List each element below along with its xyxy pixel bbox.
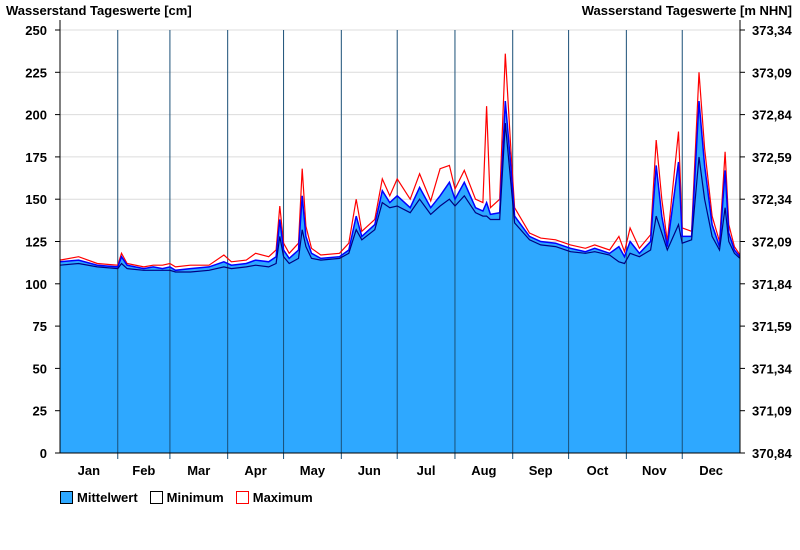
- legend-swatch-max: [235, 491, 249, 504]
- y-tick-label: 175: [25, 150, 47, 165]
- y2-tick-label: 371,34: [752, 361, 793, 376]
- legend-label: Minimum: [166, 490, 224, 505]
- y2-tick-label: 372,09: [752, 235, 792, 250]
- max-line: [59, 53, 741, 268]
- month-label: Sep: [529, 463, 553, 478]
- y2-tick-label: 373,09: [752, 65, 792, 80]
- y2-tick-label: 372,59: [752, 150, 792, 165]
- water-level-chart: Wasserstand Tageswerte [cm] Wasserstand …: [6, 3, 793, 478]
- month-label: Apr: [244, 463, 266, 478]
- y2-tick-label: 372,84: [752, 108, 793, 123]
- month-label: Nov: [642, 463, 667, 478]
- month-label: Jan: [78, 463, 100, 478]
- legend-item-min: Minimum: [149, 490, 224, 505]
- legend: Mittelwert Minimum Maximum: [60, 490, 313, 505]
- y2-tick-label: 372,34: [752, 192, 793, 207]
- month-label: Jul: [417, 463, 436, 478]
- y2-tick-label: 371,09: [752, 404, 792, 419]
- y2-tick-label: 373,34: [752, 23, 793, 38]
- y-tick-label: 50: [33, 361, 47, 376]
- y2-tick-label: 370,84: [752, 446, 793, 461]
- month-label: Mar: [187, 463, 210, 478]
- legend-label: Maximum: [252, 490, 313, 505]
- y-tick-label: 200: [25, 108, 47, 123]
- y2-tick-label: 371,59: [752, 319, 792, 334]
- legend-item-max: Maximum: [235, 490, 313, 505]
- month-label: Jun: [358, 463, 381, 478]
- mean-line: [59, 101, 741, 272]
- y-tick-label: 125: [25, 235, 47, 250]
- right-axis-title: Wasserstand Tageswerte [m NHN]: [582, 3, 792, 18]
- mean-area: [60, 101, 740, 453]
- legend-label: Mittelwert: [77, 490, 138, 505]
- y2-tick-label: 371,84: [752, 277, 793, 292]
- y-tick-label: 225: [25, 65, 47, 80]
- month-label: Dec: [699, 463, 723, 478]
- legend-swatch-min: [149, 491, 163, 504]
- y-tick-label: 75: [33, 319, 47, 334]
- month-label: Oct: [587, 463, 609, 478]
- month-label: May: [300, 463, 326, 478]
- legend-item-mean: Mittelwert: [60, 490, 138, 505]
- y-tick-label: 250: [25, 23, 47, 38]
- month-label: Aug: [471, 463, 496, 478]
- y-tick-label: 150: [25, 192, 47, 207]
- month-label: Feb: [132, 463, 155, 478]
- legend-swatch-mean: [60, 491, 73, 504]
- left-axis-title: Wasserstand Tageswerte [cm]: [6, 3, 192, 18]
- min-line: [59, 123, 741, 273]
- y-tick-label: 0: [40, 446, 47, 461]
- y-tick-label: 25: [33, 404, 47, 419]
- y-tick-label: 100: [25, 277, 47, 292]
